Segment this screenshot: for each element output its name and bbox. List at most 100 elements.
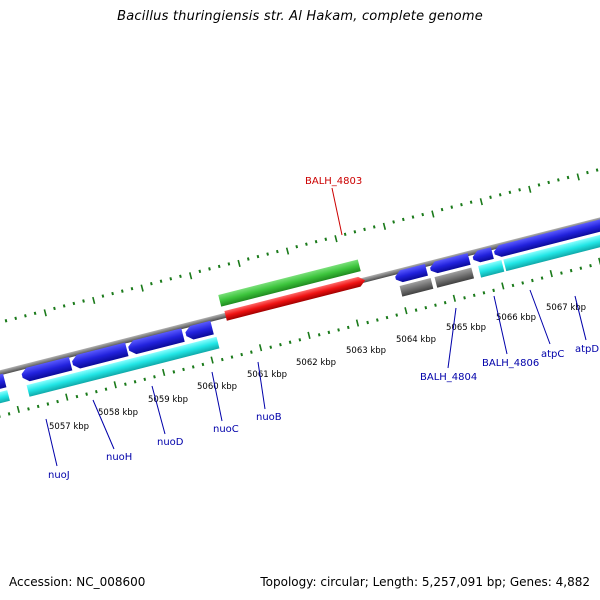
minor-tick [531,278,534,283]
minor-tick [395,313,399,317]
reverse-strand-features [0,217,600,408]
nuoJ-bar[interactable] [0,390,10,408]
major-tick [237,259,241,268]
minor-tick [246,257,250,261]
minor-tick [463,296,466,300]
minor-tick [424,305,428,310]
nuoC-arrow[interactable] [127,328,185,355]
minor-tick [566,175,570,180]
minor-tick [172,370,176,374]
gene-label-atpD[interactable]: atpD [575,344,599,355]
nuoC-leader [211,371,223,422]
gene-label-nuoC[interactable]: nuoC [213,424,239,435]
major-tick [285,247,290,255]
atp-operon-bar-2[interactable] [503,231,600,272]
minor-tick [191,365,195,369]
minor-tick [472,293,476,298]
minor-tick [547,180,551,185]
minor-tick [143,377,147,381]
major-tick [92,296,96,305]
minor-tick [159,279,163,283]
minor-tick [569,268,573,273]
minor-tick [489,195,492,199]
minor-tick [120,289,124,293]
major-tick [404,307,408,315]
nuoH-arrow[interactable] [20,356,73,383]
minor-tick [337,328,340,332]
minor-tick [411,215,415,219]
lower-tick-row [0,257,600,418]
major-tick [576,173,580,181]
scale-label: 5057 kbp [49,422,89,432]
BALH_4806-pseudo[interactable] [434,267,475,288]
gene-label-nuoD[interactable]: nuoD [157,437,184,448]
atpD-arrow[interactable] [493,217,600,258]
major-tick [528,185,532,193]
minor-tick [469,200,473,204]
minor-tick [36,404,40,409]
scale-label: 5062 kbp [296,358,336,368]
minor-tick [511,283,515,288]
minor-tick [62,304,66,308]
major-tick [549,270,553,278]
nuo-operon-bar[interactable] [26,336,220,397]
minor-tick [343,232,347,237]
major-tick [16,405,20,414]
gene-label-BALH_4804[interactable]: BALH_4804 [420,372,477,383]
gene-label-nuoH[interactable]: nuoH [106,452,132,463]
minor-tick [327,330,331,335]
minor-tick [288,340,292,344]
major-tick [113,381,117,389]
nuoD-arrow[interactable] [71,342,129,370]
BALH_4804-pseudo[interactable] [399,278,434,297]
BALH_4803-gene[interactable] [218,259,361,307]
BALH_4804-arrow[interactable] [394,264,428,284]
BALH_4803-feature[interactable] [218,259,366,321]
atp-operon-bar[interactable] [478,260,505,278]
minor-tick [7,412,11,416]
gene-label-atpC[interactable]: atpC [541,349,564,360]
minor-tick [443,301,447,305]
gene-label-BALH_4806[interactable]: BALH_4806 [482,358,539,369]
minor-tick [498,193,502,197]
minor-tick [56,399,59,404]
nuoB-arrow[interactable] [184,320,214,341]
minor-tick [169,277,173,281]
minor-tick [537,183,541,187]
scale-label: 5065 kbp [446,323,486,333]
minor-tick [589,263,592,268]
minor-tick [376,318,379,322]
minor-tick [434,303,437,307]
upper-tick-row [4,168,599,323]
minor-tick [440,207,444,212]
minor-tick [208,267,211,271]
minor-tick [14,316,18,320]
gene-label-BALH_4803[interactable]: BALH_4803 [305,176,362,187]
minor-tick [153,375,156,379]
minor-tick [240,352,244,357]
minor-tick [492,288,495,293]
atpC-leader [529,289,551,345]
BALH_4806-arrow[interactable] [429,253,471,275]
minor-tick [314,240,318,244]
gene-label-nuoB[interactable]: nuoB [256,412,282,423]
nuoH-leader [92,399,115,450]
minor-tick [201,362,205,367]
minor-tick [46,402,50,406]
scale-label: 5060 kbp [197,382,237,392]
major-tick [355,319,360,327]
minor-tick [557,178,560,182]
nuoB-leader [257,361,266,410]
scale-label: 5059 kbp [148,395,188,405]
major-tick [307,331,311,339]
minor-tick [230,355,234,359]
scale-label: 5063 kbp [346,346,386,356]
atpC-arrow[interactable] [471,247,494,264]
minor-tick [94,389,98,394]
gene-label-nuoJ[interactable]: nuoJ [48,470,70,481]
BALH_4803-cds[interactable] [224,275,366,321]
minor-tick [24,314,27,318]
minor-tick [508,190,512,195]
minor-tick [198,269,202,274]
